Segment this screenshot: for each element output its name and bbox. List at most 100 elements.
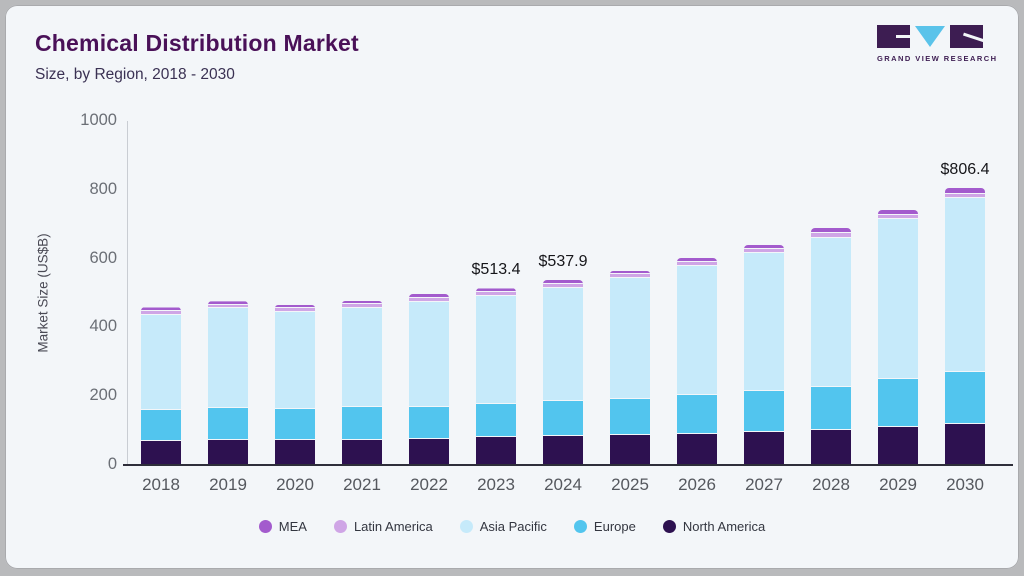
bar-segment-north-america	[945, 424, 985, 465]
bar-segment-mea	[342, 300, 382, 305]
bar-segment-europe	[811, 386, 851, 430]
legend-item-mea: MEA	[258, 519, 307, 534]
logo-letter-v-icon	[915, 26, 945, 47]
x-tick-2019: 2019	[209, 475, 247, 494]
report-card: Chemical Distribution Market Size, by Re…	[5, 5, 1019, 569]
bar-segment-asia-pacific	[409, 301, 449, 407]
x-tick-2023: 2023	[477, 475, 515, 494]
bar-2029	[878, 209, 918, 465]
legend-label: Latin America	[353, 519, 433, 534]
bar-segment-north-america	[543, 436, 583, 465]
bar-segment-north-america	[409, 438, 449, 465]
y-tick-600: 600	[89, 248, 117, 267]
y-tick-800: 800	[89, 179, 117, 198]
bar-segment-europe	[476, 404, 516, 438]
x-tick-2018: 2018	[142, 475, 180, 494]
bar-segment-europe	[677, 395, 717, 434]
x-axis-line	[123, 464, 1013, 466]
bar-segment-asia-pacific	[208, 308, 248, 408]
bar-segment-latin-america	[878, 214, 918, 220]
bar-segment-mea	[208, 301, 248, 306]
legend-label: Europe	[593, 519, 636, 534]
legend-item-latin-america: Latin America	[333, 519, 433, 534]
bar-segment-europe	[744, 390, 784, 433]
bar-2019	[208, 301, 248, 465]
bar-segment-asia-pacific	[543, 287, 583, 401]
bar-segment-north-america	[677, 433, 717, 465]
bar-segment-latin-america	[409, 297, 449, 302]
bar-2030	[945, 187, 985, 465]
bar-segment-europe	[208, 407, 248, 441]
bar-segment-mea	[945, 187, 985, 194]
legend-dot-icon	[333, 520, 347, 533]
plot-area: $513.4 $537.9 $806.4	[127, 121, 1013, 465]
bar-2024	[543, 279, 583, 465]
bar-segment-europe	[275, 408, 315, 441]
bar-segment-europe	[543, 401, 583, 437]
legend-label: Asia Pacific	[479, 519, 547, 534]
bar-segment-latin-america	[208, 305, 248, 309]
bar-segment-europe	[141, 409, 181, 442]
legend-dot-icon	[258, 520, 272, 533]
bar-segment-europe	[610, 398, 650, 436]
bar-2026	[677, 257, 717, 465]
bar-segment-europe	[945, 372, 985, 425]
bar-segment-asia-pacific	[610, 278, 650, 399]
page-title: Chemical Distribution Market	[35, 30, 359, 56]
x-tick-2020: 2020	[276, 475, 314, 494]
bar-segment-north-america	[878, 426, 918, 465]
bar-segment-north-america	[342, 439, 382, 465]
bar-segment-mea	[811, 228, 851, 234]
bar-segment-asia-pacific	[878, 219, 918, 379]
data-label-2030: $806.4	[940, 160, 990, 178]
bar-segment-asia-pacific	[342, 307, 382, 408]
gvr-logo-mark	[877, 25, 985, 49]
x-tick-2022: 2022	[410, 475, 448, 494]
bar-segment-north-america	[811, 429, 851, 465]
bar-segment-asia-pacific	[945, 198, 985, 373]
bar-2023	[476, 288, 516, 465]
logo-letter-r-icon	[950, 25, 985, 48]
bar-segment-latin-america	[610, 274, 650, 279]
bar-segment-mea	[476, 288, 516, 293]
bar-segment-latin-america	[811, 233, 851, 238]
bar-2020	[275, 304, 315, 465]
gvr-logo: GRAND VIEW RESEARCH	[877, 25, 996, 63]
legend-item-asia-pacific: Asia Pacific	[459, 519, 547, 534]
x-tick-2024: 2024	[544, 475, 582, 494]
bar-segment-asia-pacific	[275, 311, 315, 409]
legend-item-europe: Europe	[573, 519, 636, 534]
bar-segment-latin-america	[543, 284, 583, 288]
bar-2025	[610, 270, 650, 465]
bar-segment-mea	[610, 270, 650, 275]
x-tick-2026: 2026	[678, 475, 716, 494]
bar-segment-asia-pacific	[141, 314, 181, 410]
bar-segment-north-america	[476, 437, 516, 465]
bar-segment-latin-america	[744, 249, 784, 254]
legend-label: MEA	[278, 519, 307, 534]
x-tick-2025: 2025	[611, 475, 649, 494]
bar-2021	[342, 300, 382, 465]
bar-segment-asia-pacific	[677, 266, 717, 396]
x-tick-2029: 2029	[879, 475, 917, 494]
bar-segment-mea	[275, 304, 315, 309]
x-tick-2028: 2028	[812, 475, 850, 494]
data-label-2023: $513.4	[471, 261, 521, 279]
bar-segment-mea	[744, 244, 784, 250]
bar-segment-europe	[342, 407, 382, 440]
legend-label: North America	[682, 519, 766, 534]
bar-segment-latin-america	[945, 193, 985, 199]
bar-segment-mea	[543, 279, 583, 285]
y-tick-400: 400	[89, 317, 117, 336]
legend-dot-icon	[459, 520, 473, 533]
bar-2027	[744, 244, 784, 465]
y-tick-200: 200	[89, 386, 117, 405]
y-tick-1000: 1000	[80, 111, 117, 129]
bar-segment-asia-pacific	[744, 253, 784, 391]
x-tick-2021: 2021	[343, 475, 381, 494]
x-tick-2027: 2027	[745, 475, 783, 494]
bar-segment-latin-america	[476, 292, 516, 297]
bar-2018	[141, 307, 181, 465]
bar-segment-europe	[409, 406, 449, 439]
bar-segment-mea	[141, 307, 181, 312]
